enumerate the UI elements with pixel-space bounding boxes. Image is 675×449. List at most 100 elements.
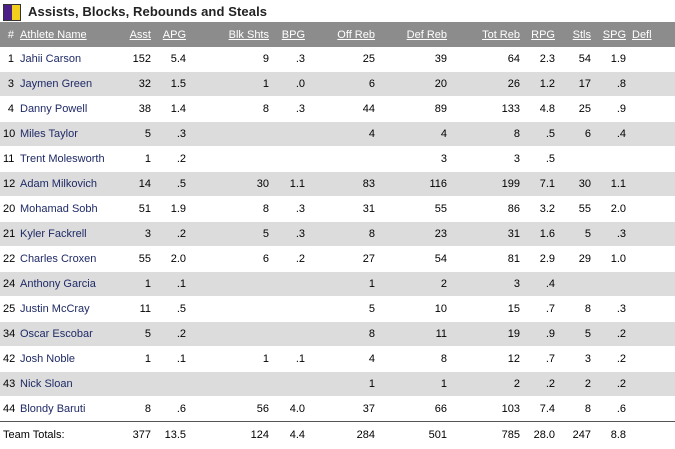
- table-row: 44 Blondy Baruti 8 .6 56 4.0 37 66 103 7.4 8 .6: [0, 396, 675, 422]
- column-header-blk-shts[interactable]: Blk Shts: [228, 28, 269, 41]
- cell-number: 43: [3, 378, 16, 390]
- cell-asst: 1: [144, 353, 151, 365]
- table-row: 25 Justin McCray 11 .5 5 10 15 .7 8 .3: [0, 296, 675, 322]
- cell-stls: 30: [578, 178, 591, 190]
- cell-def-reb: 3: [440, 153, 447, 165]
- cell-apg: .1: [176, 353, 186, 365]
- column-header-bpg[interactable]: BPG: [281, 28, 305, 41]
- total-blk-shts: 124: [189, 421, 272, 449]
- column-header-off-reb[interactable]: Off Reb: [337, 28, 375, 41]
- cell-bpg: [272, 147, 308, 172]
- cell-apg: .5: [176, 178, 186, 190]
- total-asst: 377: [124, 421, 154, 449]
- cell-stls: 3: [584, 353, 591, 365]
- cell-off-reb: 44: [362, 103, 375, 115]
- cell-apg: 1.9: [170, 203, 186, 215]
- table-header-row: # Athlete Name Asst APG Blk Shts BPG Off Reb De…: [0, 22, 675, 47]
- cell-athlete-name[interactable]: Danny Powell: [20, 103, 88, 115]
- cell-off-reb: 1: [368, 278, 375, 290]
- cell-spg: .8: [616, 78, 626, 90]
- cell-athlete-name[interactable]: Justin McCray: [20, 303, 90, 315]
- cell-def-reb: 11: [435, 328, 447, 340]
- cell-apg: 1.5: [170, 78, 186, 90]
- cell-tot-reb: 2: [513, 378, 520, 390]
- cell-athlete-name[interactable]: Blondy Baruti: [20, 403, 86, 415]
- cell-spg: .9: [616, 103, 626, 115]
- total-off-reb: 284: [308, 421, 378, 449]
- cell-athlete-name[interactable]: Trent Molesworth: [20, 153, 105, 165]
- cell-def-reb: 20: [434, 78, 447, 90]
- cell-defl: [629, 222, 675, 247]
- cell-apg: 5.4: [170, 53, 186, 65]
- cell-apg: .6: [176, 403, 186, 415]
- cell-athlete-name[interactable]: Jaymen Green: [20, 78, 93, 90]
- cell-rpg: .2: [545, 378, 555, 390]
- cell-athlete-name[interactable]: Josh Noble: [20, 353, 76, 365]
- column-header-rpg[interactable]: RPG: [531, 28, 555, 41]
- cell-stls: 2: [584, 378, 591, 390]
- cell-spg: 1.0: [610, 253, 626, 265]
- cell-asst: 5: [144, 128, 151, 140]
- cell-blk-shts: 6: [262, 253, 269, 265]
- cell-athlete-name[interactable]: Anthony Garcia: [20, 278, 96, 290]
- cell-asst: 8: [144, 403, 151, 415]
- cell-apg: .1: [176, 278, 186, 290]
- cell-athlete-name[interactable]: Adam Milkovich: [20, 178, 98, 190]
- cell-stls: 8: [584, 303, 591, 315]
- cell-bpg: .3: [295, 103, 305, 115]
- cell-stls: 29: [578, 253, 591, 265]
- cell-apg: .2: [176, 153, 186, 165]
- cell-athlete-name[interactable]: Oscar Escobar: [20, 328, 93, 340]
- cell-defl: [629, 372, 675, 397]
- column-header-apg[interactable]: APG: [162, 28, 186, 41]
- cell-off-reb: 8: [368, 228, 375, 240]
- cell-off-reb: [308, 147, 378, 172]
- cell-athlete-name[interactable]: Mohamad Sobh: [20, 203, 98, 215]
- cell-defl: [629, 197, 675, 222]
- cell-asst: [124, 372, 154, 397]
- table-row: 43 Nick Sloan 1 1 2 .2 2 .2: [0, 371, 675, 397]
- column-header-defl[interactable]: Defl: [632, 28, 652, 41]
- cell-number: 42: [3, 353, 16, 365]
- cell-off-reb: 1: [368, 378, 375, 390]
- total-stls: 247: [558, 421, 594, 449]
- cell-bpg: .1: [295, 353, 305, 365]
- cell-rpg: 7.1: [539, 178, 555, 190]
- cell-athlete-name[interactable]: Jahii Carson: [20, 53, 82, 65]
- cell-apg: 1.4: [170, 103, 186, 115]
- cell-blk-shts: 8: [262, 103, 269, 115]
- team-totals-label: Team Totals:: [0, 421, 124, 449]
- table-row: 42 Josh Noble 1 .1 1 .1 4 8 12 .7 3 .2: [0, 346, 675, 372]
- column-header-spg[interactable]: SPG: [602, 28, 626, 41]
- cell-athlete-name[interactable]: Nick Sloan: [20, 378, 73, 390]
- cell-def-reb: 54: [434, 253, 447, 265]
- cell-spg: 1.9: [610, 53, 626, 65]
- cell-apg: [154, 372, 189, 397]
- cell-bpg: 1.1: [289, 178, 305, 190]
- cell-athlete-name[interactable]: Charles Croxen: [20, 253, 97, 265]
- cell-bpg: [272, 322, 308, 347]
- cell-bpg: .0: [295, 78, 305, 90]
- cell-stls: 5: [584, 228, 591, 240]
- cell-athlete-name[interactable]: Kyler Fackrell: [20, 228, 87, 240]
- cell-def-reb: 89: [434, 103, 447, 115]
- cell-stls: 8: [584, 403, 591, 415]
- column-header-stls[interactable]: Stls: [572, 28, 591, 41]
- cell-spg: [594, 272, 629, 297]
- section-header: Assists, Blocks, Rebounds and Steals: [0, 0, 675, 22]
- cell-stls: [558, 147, 594, 172]
- column-header-def-reb[interactable]: Def Reb: [406, 28, 447, 41]
- cell-off-reb: 83: [362, 178, 375, 190]
- cell-athlete-name[interactable]: Miles Taylor: [20, 128, 78, 140]
- column-header-tot-reb[interactable]: Tot Reb: [482, 28, 520, 41]
- cell-rpg: .9: [545, 328, 555, 340]
- page-title: Assists, Blocks, Rebounds and Steals: [28, 4, 268, 19]
- cell-def-reb: 2: [440, 278, 447, 290]
- cell-bpg: [272, 297, 308, 322]
- cell-asst: 51: [138, 203, 151, 215]
- cell-rpg: .5: [545, 128, 555, 140]
- column-header-athlete-name[interactable]: Athlete Name: [20, 28, 87, 41]
- column-header-asst[interactable]: Asst: [129, 28, 151, 41]
- cell-def-reb: 55: [434, 203, 447, 215]
- cell-stls: 54: [578, 53, 591, 65]
